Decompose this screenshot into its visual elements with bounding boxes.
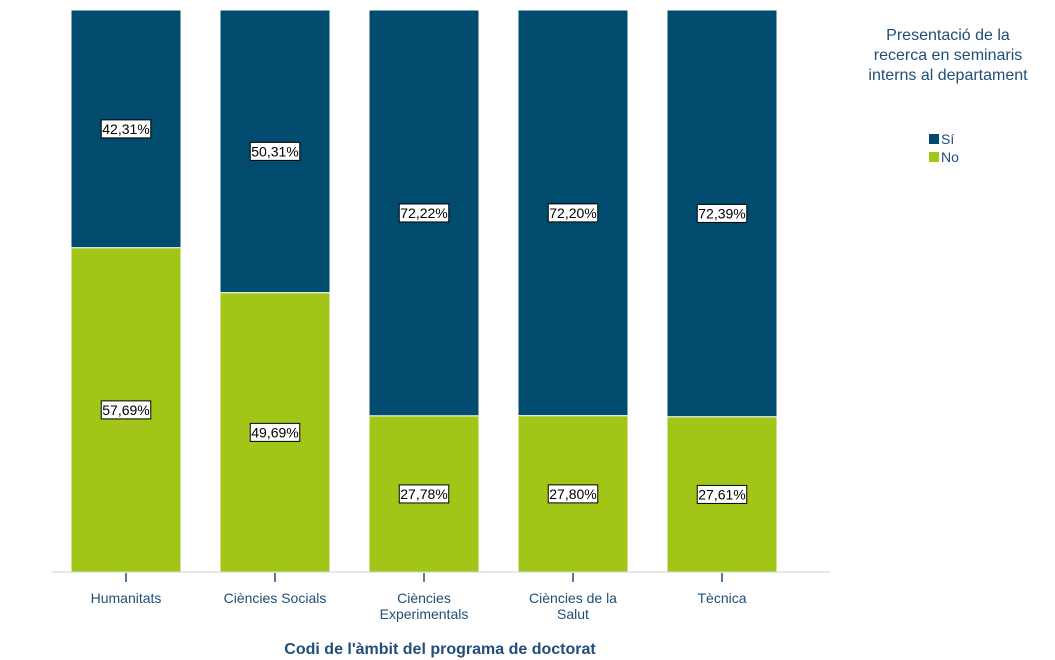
value-label-humanitats-si: 42,31% (100, 119, 152, 139)
bars-group (70, 9, 778, 573)
value-label-ciencies-experimentals-si: 72,22% (398, 203, 450, 223)
value-label-text: 49,69% (251, 424, 298, 440)
value-label-box (398, 484, 450, 504)
value-label-text: 72,20% (549, 205, 596, 221)
value-label-text: 27,80% (549, 486, 596, 502)
value-label-text: 72,39% (698, 205, 745, 221)
legend-title-line-3: interns al departament (868, 67, 1028, 84)
value-label-text: 72,22% (400, 205, 447, 221)
x-axis-title: Codi de l'àmbit del programa de doctorat (284, 641, 596, 658)
value-label-text: 27,61% (698, 486, 745, 502)
category-labels-group: Humanitats Ciències Socials Ciències Experi… (91, 590, 747, 622)
category-label-ciencies-socials: Ciències Socials (224, 590, 327, 606)
value-label-ciencies-socials-no: 49,69% (249, 422, 301, 442)
legend-title-line-2: recerca en seminaris (874, 47, 1023, 64)
value-label-tecnica-si: 72,39% (696, 203, 748, 223)
value-label-box (547, 203, 599, 223)
category-label-ciencies-de-la-salut: Ciències de la Salut (529, 590, 617, 622)
value-label-box (696, 484, 748, 504)
category-label-humanitats: Humanitats (91, 590, 162, 606)
legend-title-line-1: Presentació de la (886, 27, 1010, 44)
value-label-box (547, 484, 599, 504)
value-labels-group: 42,31% 57,69% 50,31% 49,69% 72,22% 27,78% 72,2… (100, 119, 748, 504)
value-label-text: 57,69% (102, 402, 149, 418)
category-label-tecnica: Tècnica (697, 590, 746, 606)
legend-swatch-si (929, 134, 939, 144)
category-label-ciencies-experimentals: Ciències Experimentals (380, 590, 469, 622)
value-label-tecnica-no: 27,61% (696, 484, 748, 504)
value-label-ciencies-experimentals-no: 27,78% (398, 484, 450, 504)
x-ticks-group (125, 573, 723, 582)
value-label-box (398, 203, 450, 223)
legend-label-no: No (941, 149, 959, 165)
legend-label-si: Sí (941, 131, 954, 147)
value-label-box (249, 422, 301, 442)
value-label-ciencies-de-la-salut-si: 72,20% (547, 203, 599, 223)
value-label-box (100, 400, 152, 420)
value-label-box (100, 119, 152, 139)
legend-swatch-no (929, 152, 939, 162)
value-label-ciencies-socials-si: 50,31% (249, 141, 301, 161)
value-label-ciencies-de-la-salut-no: 27,80% (547, 484, 599, 504)
legend: Presentació de la recerca en seminaris i… (868, 27, 1028, 165)
value-label-text: 42,31% (102, 121, 149, 137)
value-label-humanitats-no: 57,69% (100, 400, 152, 420)
value-label-box (696, 203, 748, 223)
value-label-box (249, 141, 301, 161)
value-label-text: 50,31% (251, 143, 298, 159)
value-label-text: 27,78% (400, 486, 447, 502)
